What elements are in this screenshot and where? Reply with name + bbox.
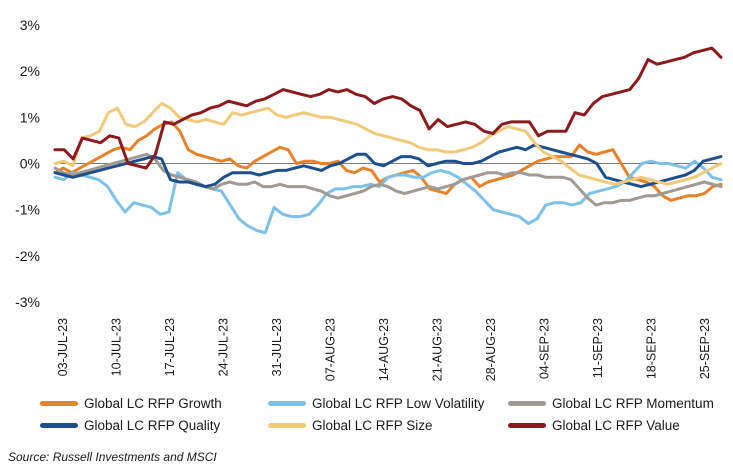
series-line-global-lc-rfp-size xyxy=(53,102,723,186)
legend-swatch xyxy=(508,423,546,428)
legend-item-size: Global LC RFP Size xyxy=(268,418,433,433)
y-axis: 3% 2% 1% 0% -1% -2% -3% xyxy=(15,17,40,310)
x-tick-label: 28-AUG-23 xyxy=(484,318,498,381)
y-tick-label: 3% xyxy=(20,17,40,33)
legend-item-value: Global LC RFP Value xyxy=(508,418,680,433)
x-tick-label: 17-JUL-23 xyxy=(163,318,177,376)
legend-item-quality: Global LC RFP Quality xyxy=(40,418,220,433)
legend-label: Global LC RFP Quality xyxy=(84,418,221,433)
series-line-global-lc-rfp-value xyxy=(53,46,723,170)
legend-label: Global LC RFP Low Volatility xyxy=(312,396,485,411)
legend-label: Global LC RFP Growth xyxy=(84,396,222,411)
legend-label: Global LC RFP Momentum xyxy=(552,396,714,411)
x-tick-label: 03-JUL-23 xyxy=(56,318,70,376)
x-tick-label: 11-SEP-23 xyxy=(591,318,605,378)
y-tick-label: 1% xyxy=(20,109,40,125)
legend-item-momentum: Global LC RFP Momentum xyxy=(508,396,714,411)
x-tick-label: 04-SEP-23 xyxy=(538,318,552,379)
x-tick-label: 25-SEP-23 xyxy=(698,318,712,379)
x-tick-label: 18-SEP-23 xyxy=(645,318,659,379)
series-line-global-lc-rfp-low-volatility xyxy=(53,159,723,235)
legend-swatch xyxy=(268,401,306,406)
y-tick-label: 2% xyxy=(20,63,40,79)
legend-swatch xyxy=(508,401,546,406)
legend-item-growth: Global LC RFP Growth xyxy=(40,396,222,411)
legend-swatch xyxy=(40,401,78,406)
x-tick-label: 21-AUG-23 xyxy=(431,318,445,381)
legend-item-low-volatility: Global LC RFP Low Volatility xyxy=(268,396,484,411)
line-chart: 3% 2% 1% 0% -1% -2% -3% 03-JUL-23 10-JUL-23 17-J… xyxy=(15,17,723,381)
x-tick-label: 31-JUL-23 xyxy=(270,318,284,376)
series-line-global-lc-rfp-quality xyxy=(53,143,723,189)
legend-swatch xyxy=(268,423,306,428)
legend-label: Global LC RFP Value xyxy=(552,418,680,433)
y-tick-label: 0% xyxy=(20,156,40,172)
x-axis: 03-JUL-23 10-JUL-23 17-JUL-23 24-JUL-23 31-J… xyxy=(56,318,712,381)
x-tick-label: 24-JUL-23 xyxy=(217,318,231,376)
y-tick-label: -3% xyxy=(15,294,40,310)
series-lines xyxy=(53,46,723,235)
y-tick-label: -2% xyxy=(15,248,40,264)
x-tick-label: 10-JUL-23 xyxy=(110,318,124,376)
x-tick-label: 14-AUG-23 xyxy=(377,318,391,381)
legend-swatch xyxy=(40,423,78,428)
legend-label: Global LC RFP Size xyxy=(312,418,433,433)
source-note: Source: Russell Investments and MSCI xyxy=(8,450,217,464)
y-tick-label: -1% xyxy=(15,202,40,218)
x-tick-label: 07-AUG-23 xyxy=(324,318,338,381)
